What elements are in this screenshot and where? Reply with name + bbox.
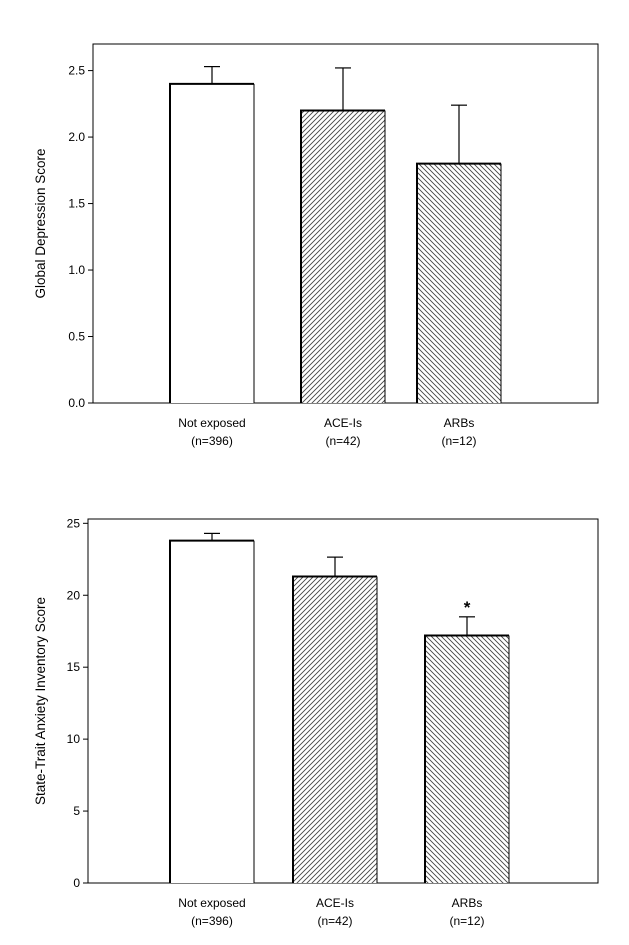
y-tick-label: 2.5	[68, 64, 85, 78]
category-label: ACE-Is	[324, 416, 362, 430]
y-axis-label: Global Depression Score	[33, 148, 48, 298]
y-tick-label: 0.5	[68, 330, 85, 344]
bar-outline	[169, 539, 254, 883]
bar-arbs	[417, 163, 501, 403]
y-tick-label: 2.0	[68, 130, 85, 144]
category-sublabel: (n=12)	[449, 914, 484, 928]
category-sublabel: (n=396)	[191, 434, 233, 448]
depression-chart: 0.0 0.5 1.0 1.5 2.0 2.5 Global Depression Scor…	[33, 43, 599, 448]
y-tick-label: 20	[67, 588, 81, 602]
y-tick-label: 10	[67, 732, 81, 746]
y-tick-label: 5	[73, 804, 80, 818]
bar-arbs	[425, 635, 509, 883]
y-tick-label: 1.0	[68, 263, 85, 277]
category-label: Not exposed	[178, 416, 245, 430]
y-tick-label: 0.0	[68, 396, 85, 410]
category-label: ACE-Is	[316, 896, 354, 910]
category-sublabel: (n=12)	[441, 434, 476, 448]
category-label: ARBs	[452, 896, 483, 910]
category-label: Not exposed	[178, 896, 245, 910]
y-tick-label: 15	[67, 660, 81, 674]
y-tick-label: 0	[73, 876, 80, 890]
significance-marker: *	[464, 598, 471, 617]
bar-not-exposed	[170, 83, 254, 403]
bar-outline	[300, 109, 385, 403]
y-axis-label: State-Trait Anxiety Inventory Score	[33, 597, 48, 805]
bar-outline	[424, 634, 509, 883]
y-tick-label: 1.5	[68, 197, 85, 211]
anxiety-chart: 0 5 10 15 20 25 State-Trait Anxiety Inventory …	[33, 516, 599, 928]
y-tick-label: 25	[67, 516, 81, 530]
bar-outline	[292, 575, 377, 883]
category-label: ARBs	[444, 416, 475, 430]
category-sublabel: (n=396)	[191, 914, 233, 928]
bar-not-exposed	[170, 540, 254, 883]
bar-ace-is	[301, 110, 385, 404]
bar-outline	[416, 162, 501, 403]
bar-outline	[169, 82, 254, 403]
category-sublabel: (n=42)	[317, 914, 352, 928]
category-sublabel: (n=42)	[325, 434, 360, 448]
bar-ace-is	[293, 576, 377, 883]
